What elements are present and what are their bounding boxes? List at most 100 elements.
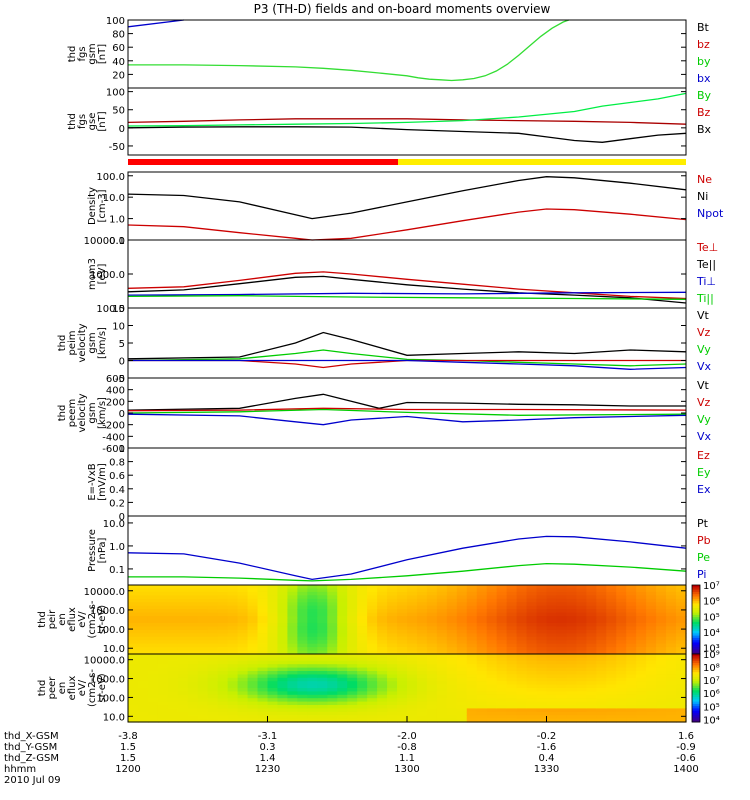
- spectrogram-cell: [297, 718, 308, 723]
- spectrogram-cell: [496, 701, 508, 706]
- colorbar-cell: [692, 614, 700, 618]
- spectrogram-cell: [227, 660, 239, 665]
- spectrogram-cell: [128, 660, 139, 665]
- spectrogram-cell: [616, 605, 627, 610]
- spectrogram-cell: [397, 694, 408, 699]
- spectrogram-cell: [536, 605, 548, 610]
- spectrogram-cell: [596, 633, 607, 638]
- spectrogram-cell: [377, 694, 388, 699]
- spectrogram-cell: [137, 677, 149, 682]
- spectrogram-cell: [157, 698, 169, 703]
- x-row-value: 1200: [115, 764, 140, 775]
- spectrogram-cell: [536, 701, 548, 706]
- spectrogram-cell: [357, 598, 368, 603]
- spectrogram-cell: [676, 609, 687, 614]
- spectrogram-cell: [337, 616, 348, 621]
- spectrogram-cell: [277, 591, 289, 596]
- spectrogram-cell: [177, 671, 189, 675]
- spectrogram-cell: [556, 612, 568, 617]
- spectrogram-cell: [646, 629, 657, 634]
- spectrogram-cell: [247, 657, 259, 662]
- spectrogram-cell: [536, 711, 548, 716]
- spectrogram-cell: [476, 694, 488, 699]
- spectrogram-cell: [486, 633, 498, 638]
- spectrogram-cell: [377, 674, 388, 679]
- spectrogram-cell: [247, 691, 259, 696]
- spectrogram-cell: [566, 698, 577, 703]
- spectrogram-cell: [676, 664, 687, 669]
- spectrogram-cell: [307, 595, 318, 600]
- spectrogram-cell: [466, 708, 478, 713]
- spectrogram-cell: [347, 650, 358, 655]
- spectrogram-cell: [387, 698, 398, 703]
- spectrogram-cell: [387, 619, 398, 624]
- spectrogram-cell: [556, 718, 568, 723]
- spectrogram-cell: [347, 654, 358, 658]
- y-axis-label: thdfgsgse[nT]: [67, 111, 108, 131]
- spectrogram-cell: [187, 633, 199, 638]
- spectrogram-cell: [476, 708, 488, 713]
- spectrogram-cell: [297, 688, 308, 692]
- spectrogram-cell: [646, 681, 657, 686]
- spectrogram-cell: [237, 591, 249, 596]
- spectrogram-cell: [387, 616, 398, 621]
- spectrogram-cell: [217, 602, 229, 607]
- spectrogram-cell: [267, 602, 279, 607]
- series-line-Ni: [127, 176, 687, 220]
- colorbar-cell: [692, 598, 700, 602]
- spectrogram-cell: [407, 643, 418, 648]
- spectrogram-cell: [357, 701, 368, 706]
- spectrogram-cell: [516, 640, 528, 645]
- spectrogram-cell: [436, 647, 448, 652]
- spectrogram-cell: [377, 681, 388, 686]
- spectrogram-cell: [556, 605, 568, 610]
- spectrogram-cell: [407, 694, 418, 699]
- spectrogram-cell: [416, 636, 428, 641]
- spectrogram-cell: [596, 667, 607, 672]
- spectrogram-cell: [616, 694, 627, 699]
- series-group: [127, 19, 570, 82]
- colorbar-cell: [692, 617, 700, 620]
- spectrogram-cell: [367, 715, 378, 720]
- spectrogram-cell: [596, 650, 607, 655]
- spectrogram-cell: [586, 605, 597, 610]
- spectrogram-cell: [456, 691, 468, 696]
- spectrogram-cell: [327, 698, 338, 703]
- spectrogram-cell: [546, 609, 558, 614]
- spectrogram-cell: [456, 674, 468, 679]
- spectrogram-cell: [446, 622, 458, 627]
- spectrogram-cell: [556, 622, 568, 627]
- spectrogram-cell: [147, 647, 159, 652]
- spectrogram-cell: [217, 629, 229, 634]
- spectrogram-cell: [596, 660, 607, 665]
- spectrogram-cell: [267, 605, 279, 610]
- spectrogram-cell: [636, 640, 647, 645]
- spectrogram-cell: [147, 633, 159, 638]
- series-line-Ti||: [127, 295, 687, 300]
- spectrogram-cell: [466, 602, 478, 607]
- spectrogram-cell: [297, 619, 308, 624]
- spectrogram-cell: [546, 591, 558, 596]
- spectrogram-cell: [556, 664, 568, 669]
- y-tick-label: 0: [119, 409, 125, 420]
- spectrogram-cell: [277, 633, 289, 638]
- spectrogram-cell: [257, 694, 269, 699]
- spectrogram-cell: [446, 677, 458, 682]
- spectrogram-cell: [237, 691, 249, 696]
- spectrogram-cell: [606, 588, 617, 593]
- spectrogram-cell: [496, 705, 508, 709]
- spectrogram-cell: [486, 636, 498, 641]
- spectrogram-cell: [616, 671, 627, 675]
- spectrogram-cell: [407, 701, 418, 706]
- spectrogram-cell: [287, 591, 298, 596]
- spectrogram-cell: [387, 626, 398, 631]
- spectrogram-cell: [237, 602, 249, 607]
- y-tick-label: 20: [112, 70, 125, 81]
- spectrogram-cell: [626, 694, 637, 699]
- spectrogram-cell: [646, 667, 657, 672]
- spectrogram-cell: [207, 667, 219, 672]
- series-group: [127, 92, 687, 143]
- spectrogram-cell: [137, 633, 149, 638]
- spectrogram-cell: [128, 705, 139, 709]
- colorbar-cell: [692, 587, 700, 591]
